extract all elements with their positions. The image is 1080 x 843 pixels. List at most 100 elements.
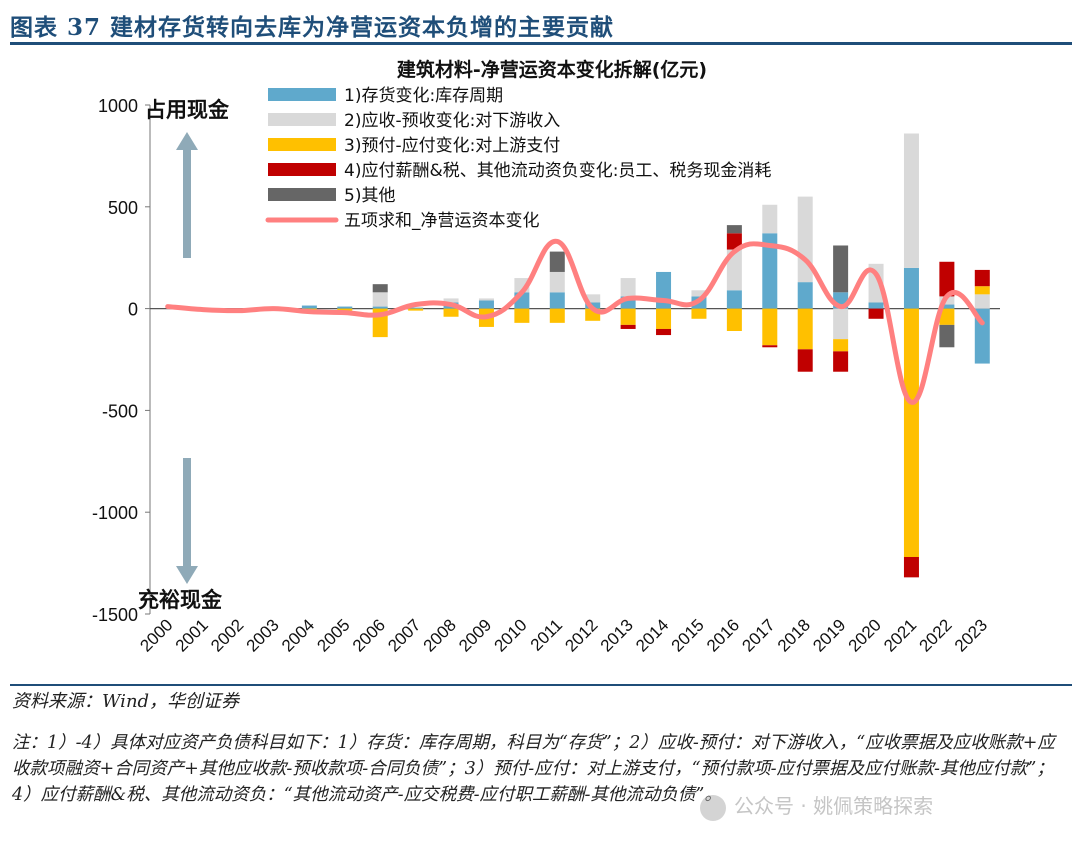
bar-2016-s3 [726,308,742,331]
bar-2013-s4 [620,324,636,329]
bar-2020-s4 [868,308,884,319]
bar-2007-s1 [408,307,424,309]
x-tick-label: 2016 [703,615,743,655]
chart-title: 建筑材料-净营运资本变化拆解(亿元) [397,58,707,81]
figure-header: 图表 37 建材存货转向去库为净营运资本负增的主要贡献 [10,4,1072,45]
y-tick-label: -500 [102,401,138,421]
bar-2023-s2 [974,294,990,309]
bar-2021-s3 [903,308,919,557]
bar-2011-s5 [549,251,565,272]
x-tick-label: 2001 [172,615,212,655]
bar-2013-s3 [620,308,636,325]
legend-swatch-3 [268,138,336,151]
bar-2020-s1 [868,302,884,309]
bar-2022-s5 [939,324,955,348]
bar-2017-s3 [762,308,778,346]
bar-2018-s4 [797,349,813,372]
bar-2021-s1 [903,267,919,309]
up-arrow-head [176,132,198,150]
sum-line [165,238,985,405]
bar-2018-s1 [797,282,813,309]
bar-2009-s2 [478,298,494,301]
bar-2023-s4 [974,269,990,287]
bar-2014-s3 [656,308,672,329]
bar-2019-s2 [833,308,849,340]
bar-2016-s1 [726,290,742,309]
down-arrow-head [176,566,198,584]
legend-label-5: 5)其他 [344,186,395,206]
bar-2006-s2 [372,292,388,307]
bar-2011-s2 [549,271,565,293]
y-tick-label: -1500 [92,605,138,625]
bar-2017-s1 [762,233,778,309]
bar-2008-s2 [443,298,459,303]
bar-2021-s2 [903,133,919,268]
x-tick-label: 2020 [845,615,885,655]
up-arrow-shaft [183,144,191,258]
watermark: 公众号 · 姚佩策略探索 [700,790,933,821]
y-tick-label: 500 [108,198,138,218]
source-divider [10,684,1072,686]
x-tick-label: 2011 [527,615,566,654]
legend-label-2: 2)应收-预收变化:对下游收入 [344,111,560,131]
bar-2019-s5 [833,245,849,293]
x-tick-label: 2009 [455,615,495,655]
x-tick-label: 2015 [668,615,708,655]
bar-2008-s3 [443,308,459,317]
legend-label-4: 4)应付薪酬&税、其他流动资负变化:员工、税务现金消耗 [344,161,771,181]
bar-2009-s1 [478,300,494,309]
bar-2021-s4 [903,556,919,578]
note-text: 注：1）-4）具体对应资产负债科目如下：1）存货：库存周期，科目为“存货”；2）… [12,733,1055,805]
bar-2013-s2 [620,278,636,297]
stacked-bar-chart: 建筑材料-净营运资本变化拆解(亿元) 1000 500 0 -500 -1000 -1500… [92,58,1000,656]
legend-swatch-5 [268,188,336,201]
x-tick-label: 2005 [313,615,353,655]
bar-2005-s1 [337,306,353,309]
bar-2006-s5 [372,284,388,293]
x-tick-label: 2014 [632,615,672,655]
bar-2010-s3 [514,308,530,323]
bar-2022-s4 [939,261,955,297]
bar-2019-s3 [833,339,849,352]
legend-label-3: 3)预付-应付变化:对上游支付 [344,136,560,156]
annotation-top: 占用现金 [145,98,230,122]
x-tick-label: 2008 [420,615,460,655]
bar-2005-s3 [337,308,353,311]
bar-2011-s3 [549,308,565,323]
x-tick-label: 2013 [597,615,637,655]
legend-label-line: 五项求和_净营运资本变化 [344,211,540,231]
legend-swatch-2 [268,113,336,126]
y-tick-label: -1000 [92,503,138,523]
bar-2006-s1 [372,306,388,309]
wechat-icon [700,794,726,821]
watermark-text: 公众号 · 姚佩策略探索 [734,794,934,818]
x-tick-label: 2012 [561,615,601,655]
x-tick-label: 2018 [774,615,814,655]
x-tick-label: 2022 [916,615,956,655]
down-arrow-shaft [183,458,191,570]
bar-2016-s2 [726,249,742,291]
bar-2019-s4 [833,351,849,372]
x-tick-label: 2021 [880,615,920,655]
y-tick-label: 1000 [98,96,138,116]
bar-2022-s3 [939,308,955,325]
bar-2007-s3 [408,308,424,311]
bar-2004-s1 [301,305,317,309]
bar-2015-s3 [691,308,707,319]
bar-2014-s4 [656,328,672,336]
annotation-bottom: 充裕现金 [138,588,223,612]
figure-title: 图表 37 建材存货转向去库为净营运资本负增的主要贡献 [10,14,615,41]
bar-2017-s2 [762,204,778,234]
x-tick-label: 2004 [278,615,318,655]
x-tick-label: 2007 [384,615,424,655]
x-tick-label: 2006 [349,615,389,655]
x-tick-label: 2019 [809,615,849,655]
source-text: 资料来源：Wind，华创证券 [12,691,240,712]
legend-label-1: 1)存货变化:库存周期 [344,86,503,106]
bar-2016-s5 [726,225,742,234]
x-tick-label: 2023 [951,615,991,655]
bar-2011-s1 [549,292,565,309]
bar-2017-s4 [762,345,778,348]
legend-swatch-1 [268,88,336,101]
x-tick-label: 2010 [491,615,531,655]
